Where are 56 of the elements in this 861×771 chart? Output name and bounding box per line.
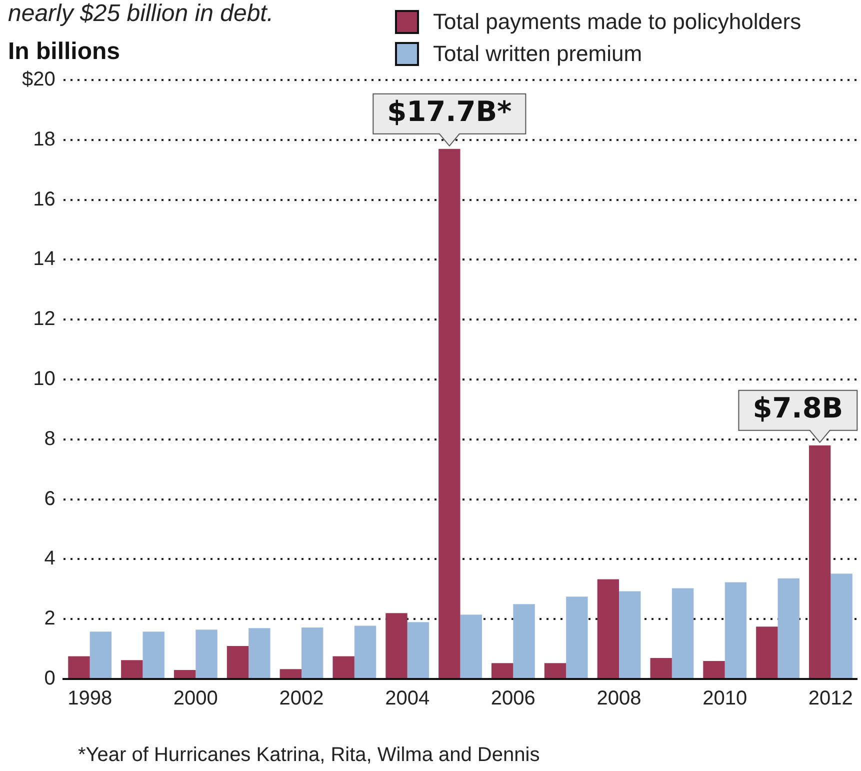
y-tick-label: 18: [33, 128, 56, 150]
y-tick-label: 12: [33, 308, 56, 330]
bar: [672, 588, 694, 678]
x-tick-label: 2010: [702, 688, 748, 710]
y-tick-label: 0: [44, 668, 56, 690]
bar: [491, 663, 514, 678]
bar: [513, 604, 535, 678]
bar: [90, 632, 112, 678]
legend-label: Total written premium: [433, 41, 642, 67]
x-tick-label: 2000: [173, 688, 218, 710]
y-tick-label: $20: [22, 68, 56, 91]
y-tick-label: 10: [33, 368, 56, 390]
data-label: $17.7B*: [387, 95, 512, 128]
x-tick-label: 2004: [385, 688, 430, 710]
bar: [460, 614, 482, 678]
y-tick-label: 4: [44, 548, 56, 570]
y-tick-label: 16: [33, 188, 56, 210]
bar: [386, 613, 408, 678]
bar: [354, 626, 376, 678]
bar: [566, 596, 588, 678]
bar: [68, 656, 90, 678]
y-tick-label: 14: [33, 248, 56, 270]
bar: [703, 661, 725, 678]
text: *Year of Hurricanes Katrina, Rita, Wilma and Dennis: [78, 744, 540, 767]
bar: [619, 591, 641, 678]
y-tick-label: 2: [44, 608, 56, 630]
y-axis-title: In billions: [8, 38, 120, 66]
bar: [302, 627, 324, 678]
bar: [280, 669, 302, 678]
chart-subtitle: nearly $25 billion in debt.: [8, 0, 274, 28]
x-tick-label: 2008: [596, 688, 642, 710]
bar: [756, 626, 778, 678]
y-tick-label: 8: [44, 428, 56, 450]
bar: [248, 628, 270, 678]
x-tick-label: 1998: [68, 688, 112, 710]
bar: [597, 579, 620, 678]
bar: [407, 622, 430, 678]
x-tick-label: 2012: [808, 688, 853, 710]
bar: [196, 630, 218, 678]
x-tick-label: 2002: [279, 688, 324, 710]
data-label: $7.8B: [752, 392, 844, 425]
bar: [142, 632, 164, 678]
bar: [438, 148, 460, 678]
bar: [778, 578, 800, 678]
y-tick-label: 6: [44, 488, 56, 510]
legend-label: Total payments made to policyholders: [433, 9, 802, 35]
bar: [724, 582, 747, 678]
x-tick-label: 2006: [490, 688, 536, 710]
bar: [830, 574, 852, 678]
bar: [332, 656, 354, 678]
bar: [174, 670, 196, 678]
bar: [226, 646, 249, 678]
bar: [808, 445, 831, 678]
bar: [544, 663, 566, 678]
bar: [650, 658, 672, 678]
bar: [121, 660, 143, 678]
